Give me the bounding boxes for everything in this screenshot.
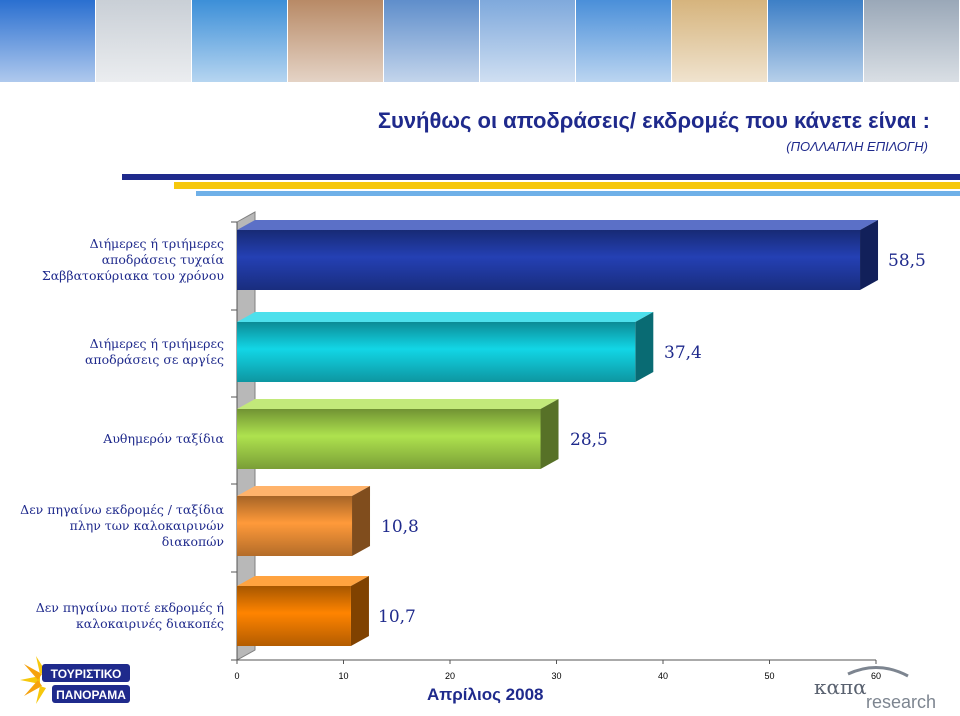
- x-tick-label: 20: [445, 671, 455, 681]
- logo-right-line1: καπα: [814, 675, 867, 699]
- photo-tile: [384, 0, 480, 82]
- page-title: Συνήθως οι αποδράσεις/ εκδρομές που κάνε…: [377, 108, 930, 133]
- bar-end-face: [350, 576, 369, 646]
- logo-left-line1: ΤΟΥΡΙΣΤΙΚΟ: [51, 667, 122, 681]
- sun-rays-icon: [20, 656, 46, 704]
- photo-tile: [864, 0, 960, 82]
- bar: [237, 322, 636, 382]
- photo-tile: [672, 0, 768, 82]
- bar: [237, 409, 541, 469]
- category-label: Διήμερες ή τριήμερες: [90, 236, 224, 251]
- category-label: Διήμερες ή τριήμερες: [90, 336, 224, 351]
- bar-top-face: [237, 576, 369, 586]
- photo-tile: [576, 0, 672, 82]
- x-tick-label: 60: [871, 671, 881, 681]
- category-label: αποδράσεις τυχαία: [102, 252, 225, 267]
- bar-top-face: [237, 486, 371, 496]
- touristiko-panorama-logo: ΤΟΥΡΙΣΤΙΚΟ ΠΑΝΟΡΑΜΑ: [20, 656, 130, 704]
- x-tick-label: 50: [764, 671, 774, 681]
- bar-top-face: [237, 312, 654, 322]
- value-label: 58,5: [888, 251, 926, 271]
- x-tick-label: 40: [658, 671, 668, 681]
- page-subtitle: (ΠΟΛΛΑΠΛΗ ΕΠΙΛΟΓΗ): [786, 139, 928, 154]
- value-label: 28,5: [570, 430, 608, 450]
- photo-tile: [480, 0, 576, 82]
- bar: [237, 586, 351, 646]
- logo-left-line2: ΠΑΝΟΡΑΜΑ: [56, 688, 126, 702]
- category-label: πλην των καλοκαιρινών: [70, 518, 224, 533]
- photo-tile: [768, 0, 864, 82]
- photo-tile: [192, 0, 288, 82]
- photo-tile: [288, 0, 384, 82]
- photo-tile: [0, 0, 96, 82]
- bar-top-face: [237, 399, 559, 409]
- category-label: αποδράσεις σε αργίες: [85, 352, 224, 367]
- logo-right-line2: research: [866, 692, 936, 712]
- value-label: 37,4: [664, 343, 702, 363]
- bar: [237, 496, 353, 556]
- photo-tile: [96, 0, 192, 82]
- value-label: 10,7: [378, 607, 416, 627]
- header-rule-blue: [196, 191, 960, 196]
- value-label: 10,8: [381, 517, 419, 537]
- category-label: Δεν πηγαίνω ποτέ εκδρομές ή: [36, 600, 224, 615]
- kapa-research-logo: καπα research: [814, 665, 936, 712]
- category-label: διακοπών: [162, 534, 224, 549]
- category-label: καλοκαιρινές διακοπές: [76, 616, 224, 631]
- report-date: Απρίλιος 2008: [427, 685, 544, 704]
- bar-top-face: [237, 220, 879, 230]
- bar-end-face: [860, 220, 879, 290]
- header-rule-gold: [174, 182, 960, 189]
- bar: [237, 230, 861, 290]
- category-label: Αυθημερόν ταξίδια: [102, 431, 224, 446]
- x-tick-label: 10: [338, 671, 348, 681]
- header-rule-navy: [122, 174, 960, 180]
- x-tick-label: 0: [234, 671, 239, 681]
- category-label: Δεν πηγαίνω εκδρομές / ταξίδια: [20, 502, 224, 517]
- logo-arc-icon: [847, 665, 909, 678]
- bar-end-face: [352, 486, 371, 556]
- bar-end-face: [540, 399, 559, 469]
- x-tick-label: 30: [551, 671, 561, 681]
- bar-end-face: [635, 312, 654, 382]
- category-label: Σαββατοκύριακα του χρόνου: [42, 268, 224, 283]
- photo-strip: [0, 0, 960, 82]
